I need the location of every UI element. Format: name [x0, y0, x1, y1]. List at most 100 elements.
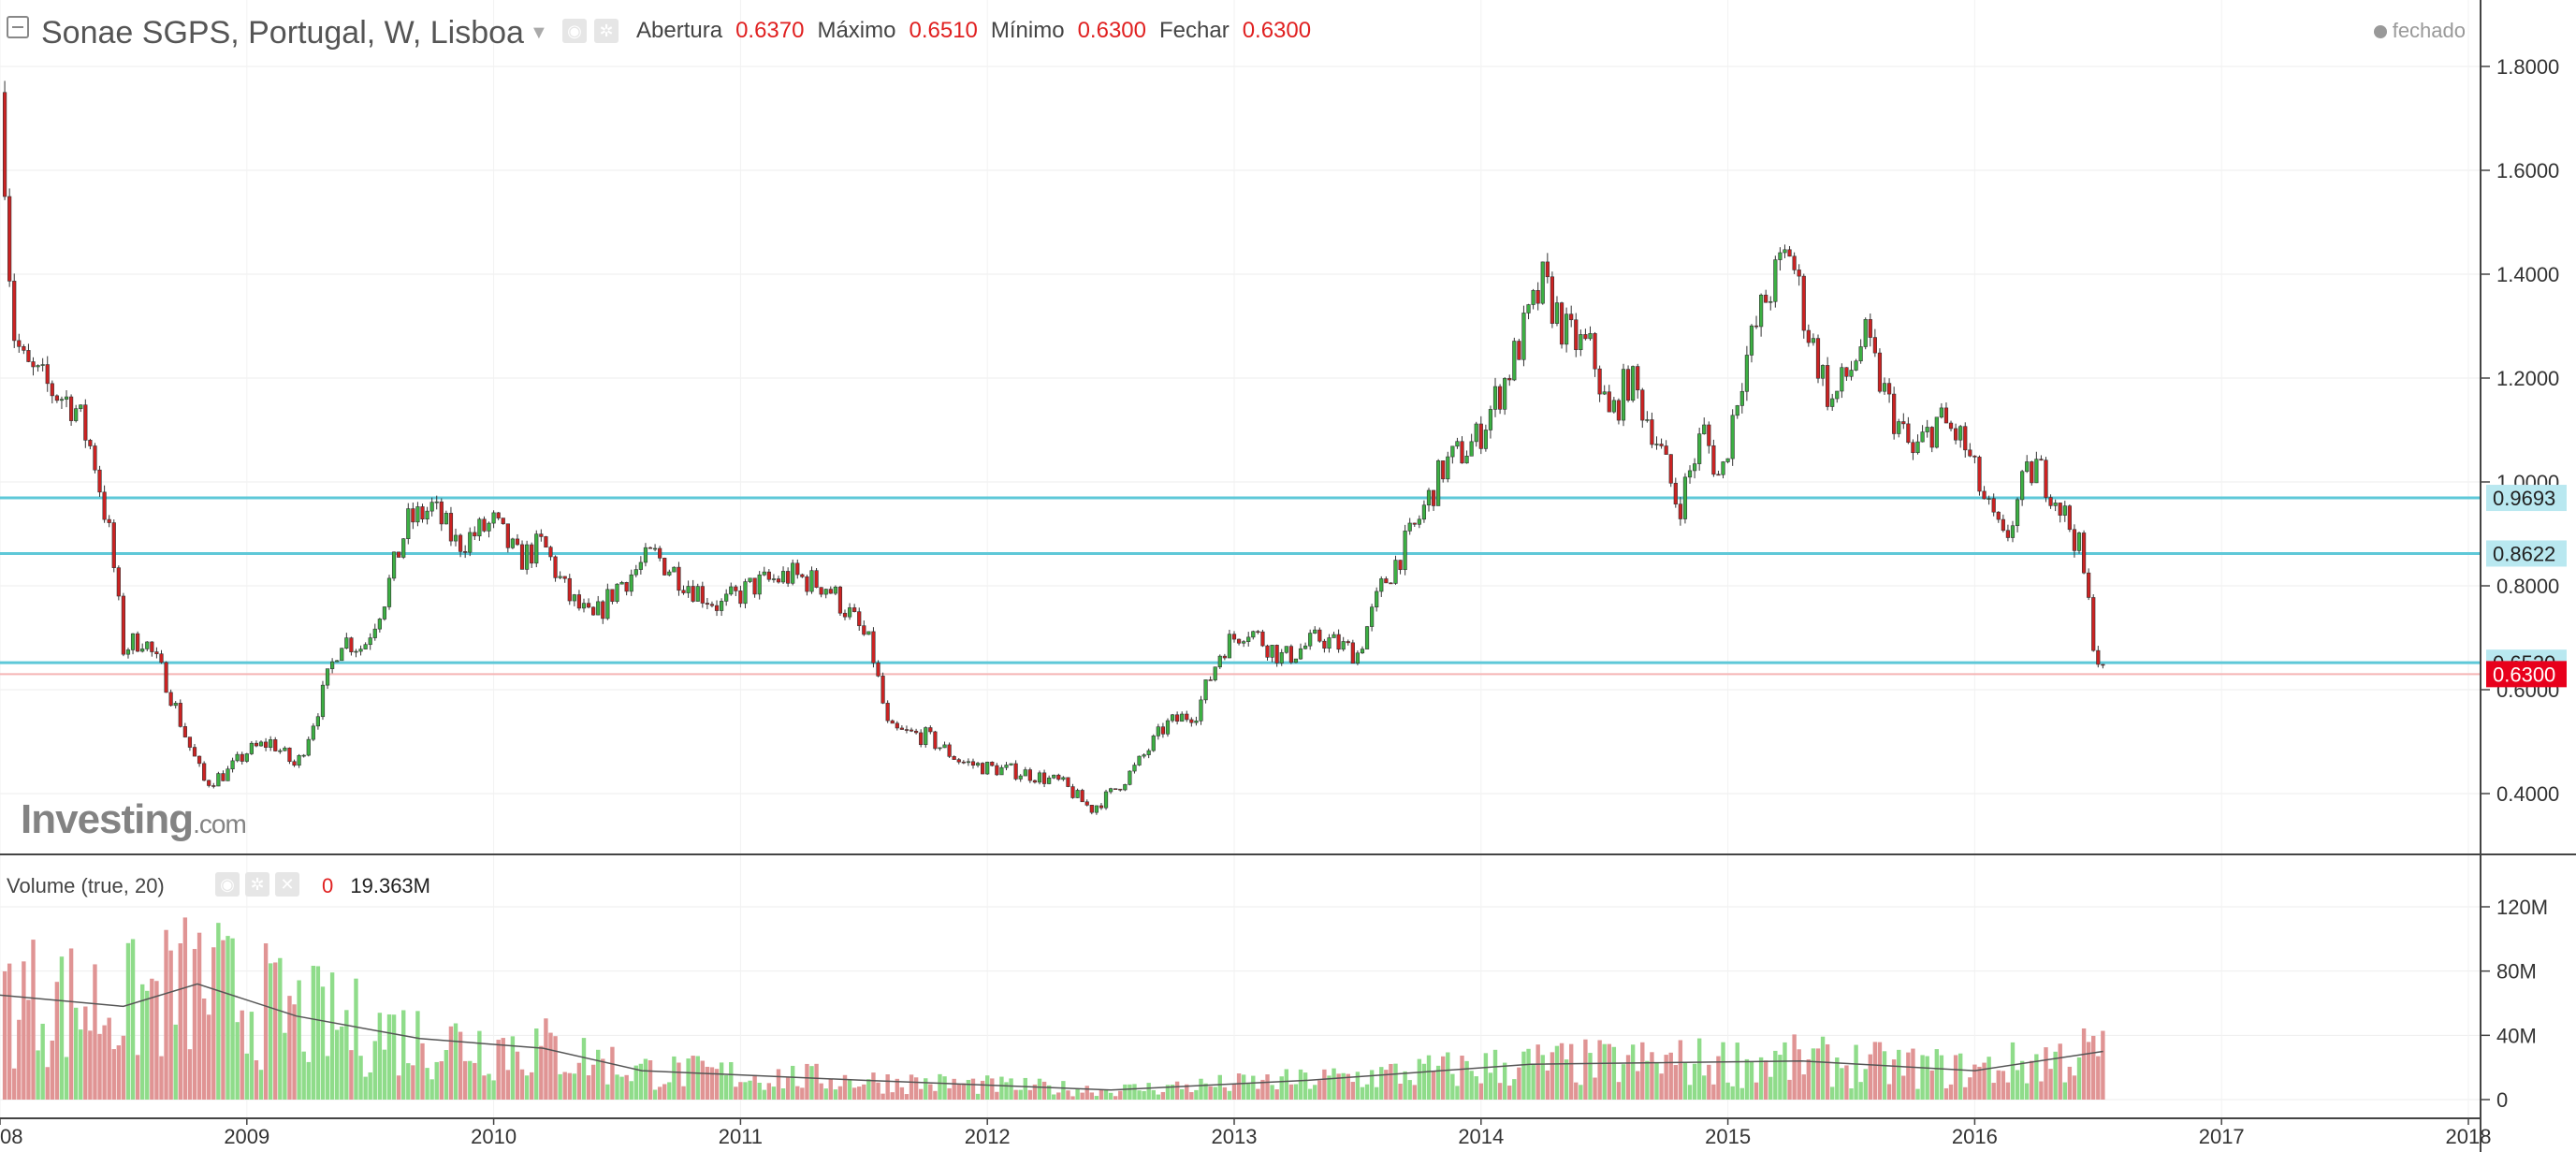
- volume-bar: [1696, 1038, 1702, 1100]
- candle-body: [1636, 366, 1640, 391]
- volume-bar: [1156, 1094, 1161, 1100]
- candle-body: [601, 601, 605, 620]
- volume-bar: [1260, 1079, 1265, 1100]
- volume-bar: [1426, 1055, 1432, 1100]
- candle-body: [1080, 790, 1084, 803]
- time-tick-label: 2013: [1212, 1125, 1258, 1148]
- volume-bar: [904, 1094, 910, 1100]
- volume-bar: [1407, 1080, 1412, 1100]
- volume-bar: [966, 1079, 971, 1100]
- candle-body: [1892, 393, 1897, 434]
- candle-body: [2044, 459, 2048, 498]
- volume-bar: [1929, 1070, 1934, 1100]
- candle-body: [1336, 634, 1341, 650]
- volume-bar: [1583, 1039, 1588, 1100]
- candle-body: [919, 732, 924, 746]
- volume-bar: [1545, 1070, 1550, 1100]
- volume-bar: [182, 917, 188, 1100]
- chevron-down-icon[interactable]: ▼: [530, 22, 548, 43]
- volume-bar: [548, 1032, 553, 1100]
- candle-body: [344, 637, 349, 649]
- volume-bar: [1820, 1036, 1826, 1100]
- candle-body: [1199, 699, 1203, 722]
- candle-body: [895, 722, 899, 729]
- close-icon[interactable]: ✕: [275, 872, 299, 897]
- volume-bar: [1564, 1059, 1569, 1100]
- volume-bar: [1032, 1084, 1038, 1100]
- candle-body: [1151, 736, 1156, 751]
- volume-bar: [278, 957, 283, 1100]
- candle-body: [729, 586, 734, 595]
- candle-body: [1725, 458, 1730, 462]
- candle-body: [1739, 390, 1744, 406]
- volume-bar: [273, 962, 278, 1100]
- volume-bar: [780, 1088, 786, 1100]
- candle-body: [1607, 391, 1611, 413]
- gear-icon[interactable]: ✲: [245, 872, 269, 897]
- candle-body: [1939, 407, 1943, 418]
- price-label-text: 0.6300: [2493, 663, 2555, 686]
- volume-bar: [691, 1056, 695, 1100]
- volume-bar: [1730, 1086, 1735, 1100]
- gear-icon[interactable]: ✲: [594, 19, 619, 43]
- volume-bar: [1707, 1064, 1711, 1100]
- candle-body: [1364, 626, 1370, 649]
- volume-bar: [145, 990, 150, 1100]
- volume-bar: [1160, 1091, 1166, 1100]
- eye-icon[interactable]: ◉: [215, 872, 240, 897]
- volume-bar: [1535, 1044, 1540, 1100]
- price-axis[interactable]: 1.80001.60001.40001.20001.00000.80000.60…: [2481, 55, 2559, 806]
- horizontal-lines[interactable]: [0, 496, 2481, 676]
- volume-title[interactable]: Volume (true, 20): [7, 874, 165, 897]
- chart-title[interactable]: Sonae SGPS, Portugal, W, Lisboa: [41, 15, 524, 51]
- candle-body: [1849, 370, 1854, 377]
- volume-bar: [795, 1086, 800, 1100]
- volume-bar: [1474, 1076, 1478, 1100]
- volume-bar: [226, 936, 230, 1100]
- candle-body: [1160, 726, 1166, 735]
- candle-body: [1783, 249, 1787, 254]
- volume-bar: [1189, 1092, 1194, 1100]
- candle-body: [2058, 503, 2062, 516]
- candle-body: [2030, 461, 2034, 484]
- candle-body: [743, 581, 748, 605]
- eye-icon[interactable]: ◉: [562, 19, 587, 43]
- candle-body: [192, 747, 197, 757]
- time-axis[interactable]: 2008 2009 2010 2011 2012 2013 2014 2015 2016 2017…: [0, 1118, 2491, 1148]
- volume-bar: [1327, 1075, 1332, 1100]
- candle-body: [254, 742, 259, 747]
- volume-axis[interactable]: 120M 80M 40M 0: [2481, 896, 2548, 1112]
- volume-bar: [221, 940, 226, 1100]
- candle-body: [1231, 634, 1237, 640]
- volume-bar: [1554, 1045, 1560, 1100]
- volume-bar: [325, 1056, 330, 1100]
- volume-bar: [1891, 1059, 1897, 1100]
- collapse-icon[interactable]: [7, 16, 29, 38]
- candle-body: [1920, 431, 1925, 443]
- candle-body: [1464, 455, 1469, 464]
- candle-body: [1716, 474, 1721, 476]
- candle-body: [624, 582, 629, 592]
- price-label-box: [2486, 540, 2567, 567]
- volume-bar: [240, 1010, 244, 1100]
- candle-body: [686, 586, 691, 593]
- candle-body: [1963, 426, 1968, 451]
- candle-body: [1375, 591, 1379, 608]
- candle-body: [1872, 337, 1877, 354]
- volume-bar: [1882, 1051, 1887, 1100]
- candle-body: [857, 611, 862, 626]
- volume-bar: [895, 1078, 900, 1100]
- candle-body: [814, 570, 819, 588]
- ohlc-readout: Abertura 0.6370 Máximo 0.6510 Mínimo 0.6…: [636, 18, 1311, 44]
- candle-body: [596, 601, 601, 616]
- volume-bar: [1616, 1082, 1622, 1100]
- volume-bar: [1450, 1073, 1455, 1100]
- volume-bar: [1625, 1055, 1631, 1100]
- candle-body: [88, 440, 93, 446]
- volume-bar: [1492, 1049, 1498, 1100]
- candle-body: [1303, 645, 1308, 649]
- candle-body: [1754, 325, 1759, 328]
- volume-bar: [1146, 1083, 1151, 1100]
- volume-bar: [17, 1019, 22, 1100]
